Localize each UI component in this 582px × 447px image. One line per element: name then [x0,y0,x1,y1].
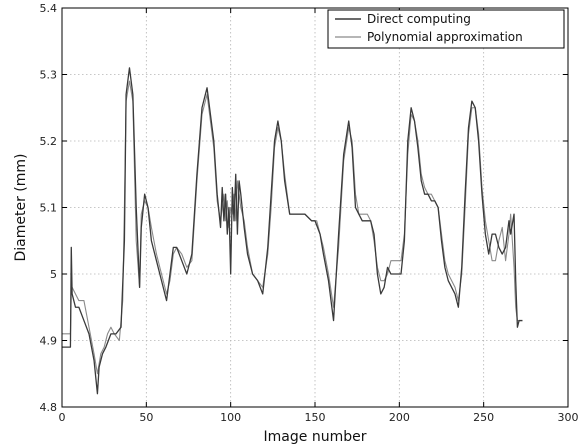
x-tick-label: 250 [473,411,494,424]
y-tick-label: 4.9 [40,335,58,348]
x-tick-label: 50 [139,411,153,424]
y-tick-label: 5.4 [40,2,58,15]
y-tick-labels: 4.8 4.9 5 5.1 5.2 5.3 5.4 [40,2,58,414]
gridlines [62,8,568,407]
x-axis-label: Image number [264,429,367,445]
y-tick-label: 5 [50,268,57,281]
x-tick-label: 0 [59,411,66,424]
legend-label-polynomial-approximation: Polynomial approximation [367,30,523,44]
legend-box [327,9,565,49]
legend-label-direct-computing: Direct computing [367,12,471,26]
y-tick-label: 5.3 [40,69,58,82]
y-tick-label: 5.1 [40,202,58,215]
y-tick-label: 4.8 [40,401,58,414]
series-line-direct-computing [62,67,523,395]
y-axis-label: Diameter (mm) [13,153,29,261]
x-tick-label: 150 [305,411,326,424]
y-tick-label: 5.2 [40,135,58,148]
x-tick-label: 100 [220,411,241,424]
legend: Direct computing Polynomial approximatio… [327,9,565,49]
series-layer [62,67,523,395]
x-tick-label: 300 [558,411,579,424]
x-tick-label: 200 [389,411,410,424]
x-tick-labels: 0 50 100 150 200 250 300 [59,411,579,424]
